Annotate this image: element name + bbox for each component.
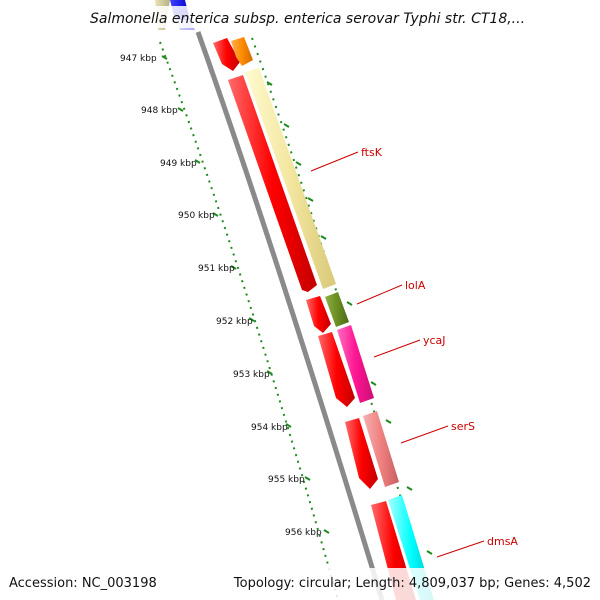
gene-label-dmsA: dmsA: [487, 535, 518, 548]
gene-label-connectors: [310, 151, 485, 558]
gene-block-serS: [363, 411, 399, 487]
gene-label-lolA: lolA: [405, 279, 426, 292]
cds-arrow: [318, 332, 355, 407]
gene-label-ycaJ: ycaJ: [423, 334, 446, 347]
kbp-label: 948 kbp: [141, 106, 178, 116]
kbp-label: 952 kbp: [216, 317, 253, 327]
gene-block-ftsK: [245, 68, 336, 289]
kbp-label: 954 kbp: [251, 423, 288, 433]
cds-arrow: [228, 75, 317, 292]
gene-block-orange: [231, 37, 253, 66]
kbp-label: 956 kbp: [285, 528, 322, 538]
gene-block-ycaJ: [337, 325, 374, 403]
kbp-ruler-ticks: [161, 55, 330, 534]
genome-backbone: [195, 31, 385, 600]
kbp-ruler: [159, 41, 339, 600]
kbp-label: 951 kbp: [198, 264, 235, 274]
cds-arrow: [345, 418, 378, 489]
footer-backdrop: [0, 568, 600, 600]
gene-label-ftsK: ftsK: [361, 146, 383, 159]
kbp-label: 955 kbp: [268, 475, 305, 485]
kbp-labels: 947 kbp 948 kbp 949 kbp 950 kbp 951 kbp …: [120, 54, 322, 538]
cds-arrow: [306, 296, 331, 333]
kbp-label: 953 kbp: [233, 370, 270, 380]
topology-text: Topology: circular; Length: 4,809,037 bp…: [233, 576, 591, 591]
gene-labels: ftsK lolA ycaJ serS dmsA: [361, 146, 518, 548]
gene-label-serS: serS: [451, 420, 475, 433]
kbp-label: 949 kbp: [160, 159, 197, 169]
gene-features: [231, 37, 434, 600]
gene-block-lolA: [325, 292, 349, 327]
kbp-label: 950 kbp: [178, 211, 215, 221]
title-backdrop: [85, 6, 505, 28]
accession-text: Accession: NC_003198: [9, 576, 157, 591]
outer-track-ticks: [266, 81, 433, 555]
kbp-label: 947 kbp: [120, 54, 157, 64]
map-title: Salmonella enterica subsp. enterica sero…: [90, 11, 525, 27]
cds-arrow: [213, 38, 240, 71]
